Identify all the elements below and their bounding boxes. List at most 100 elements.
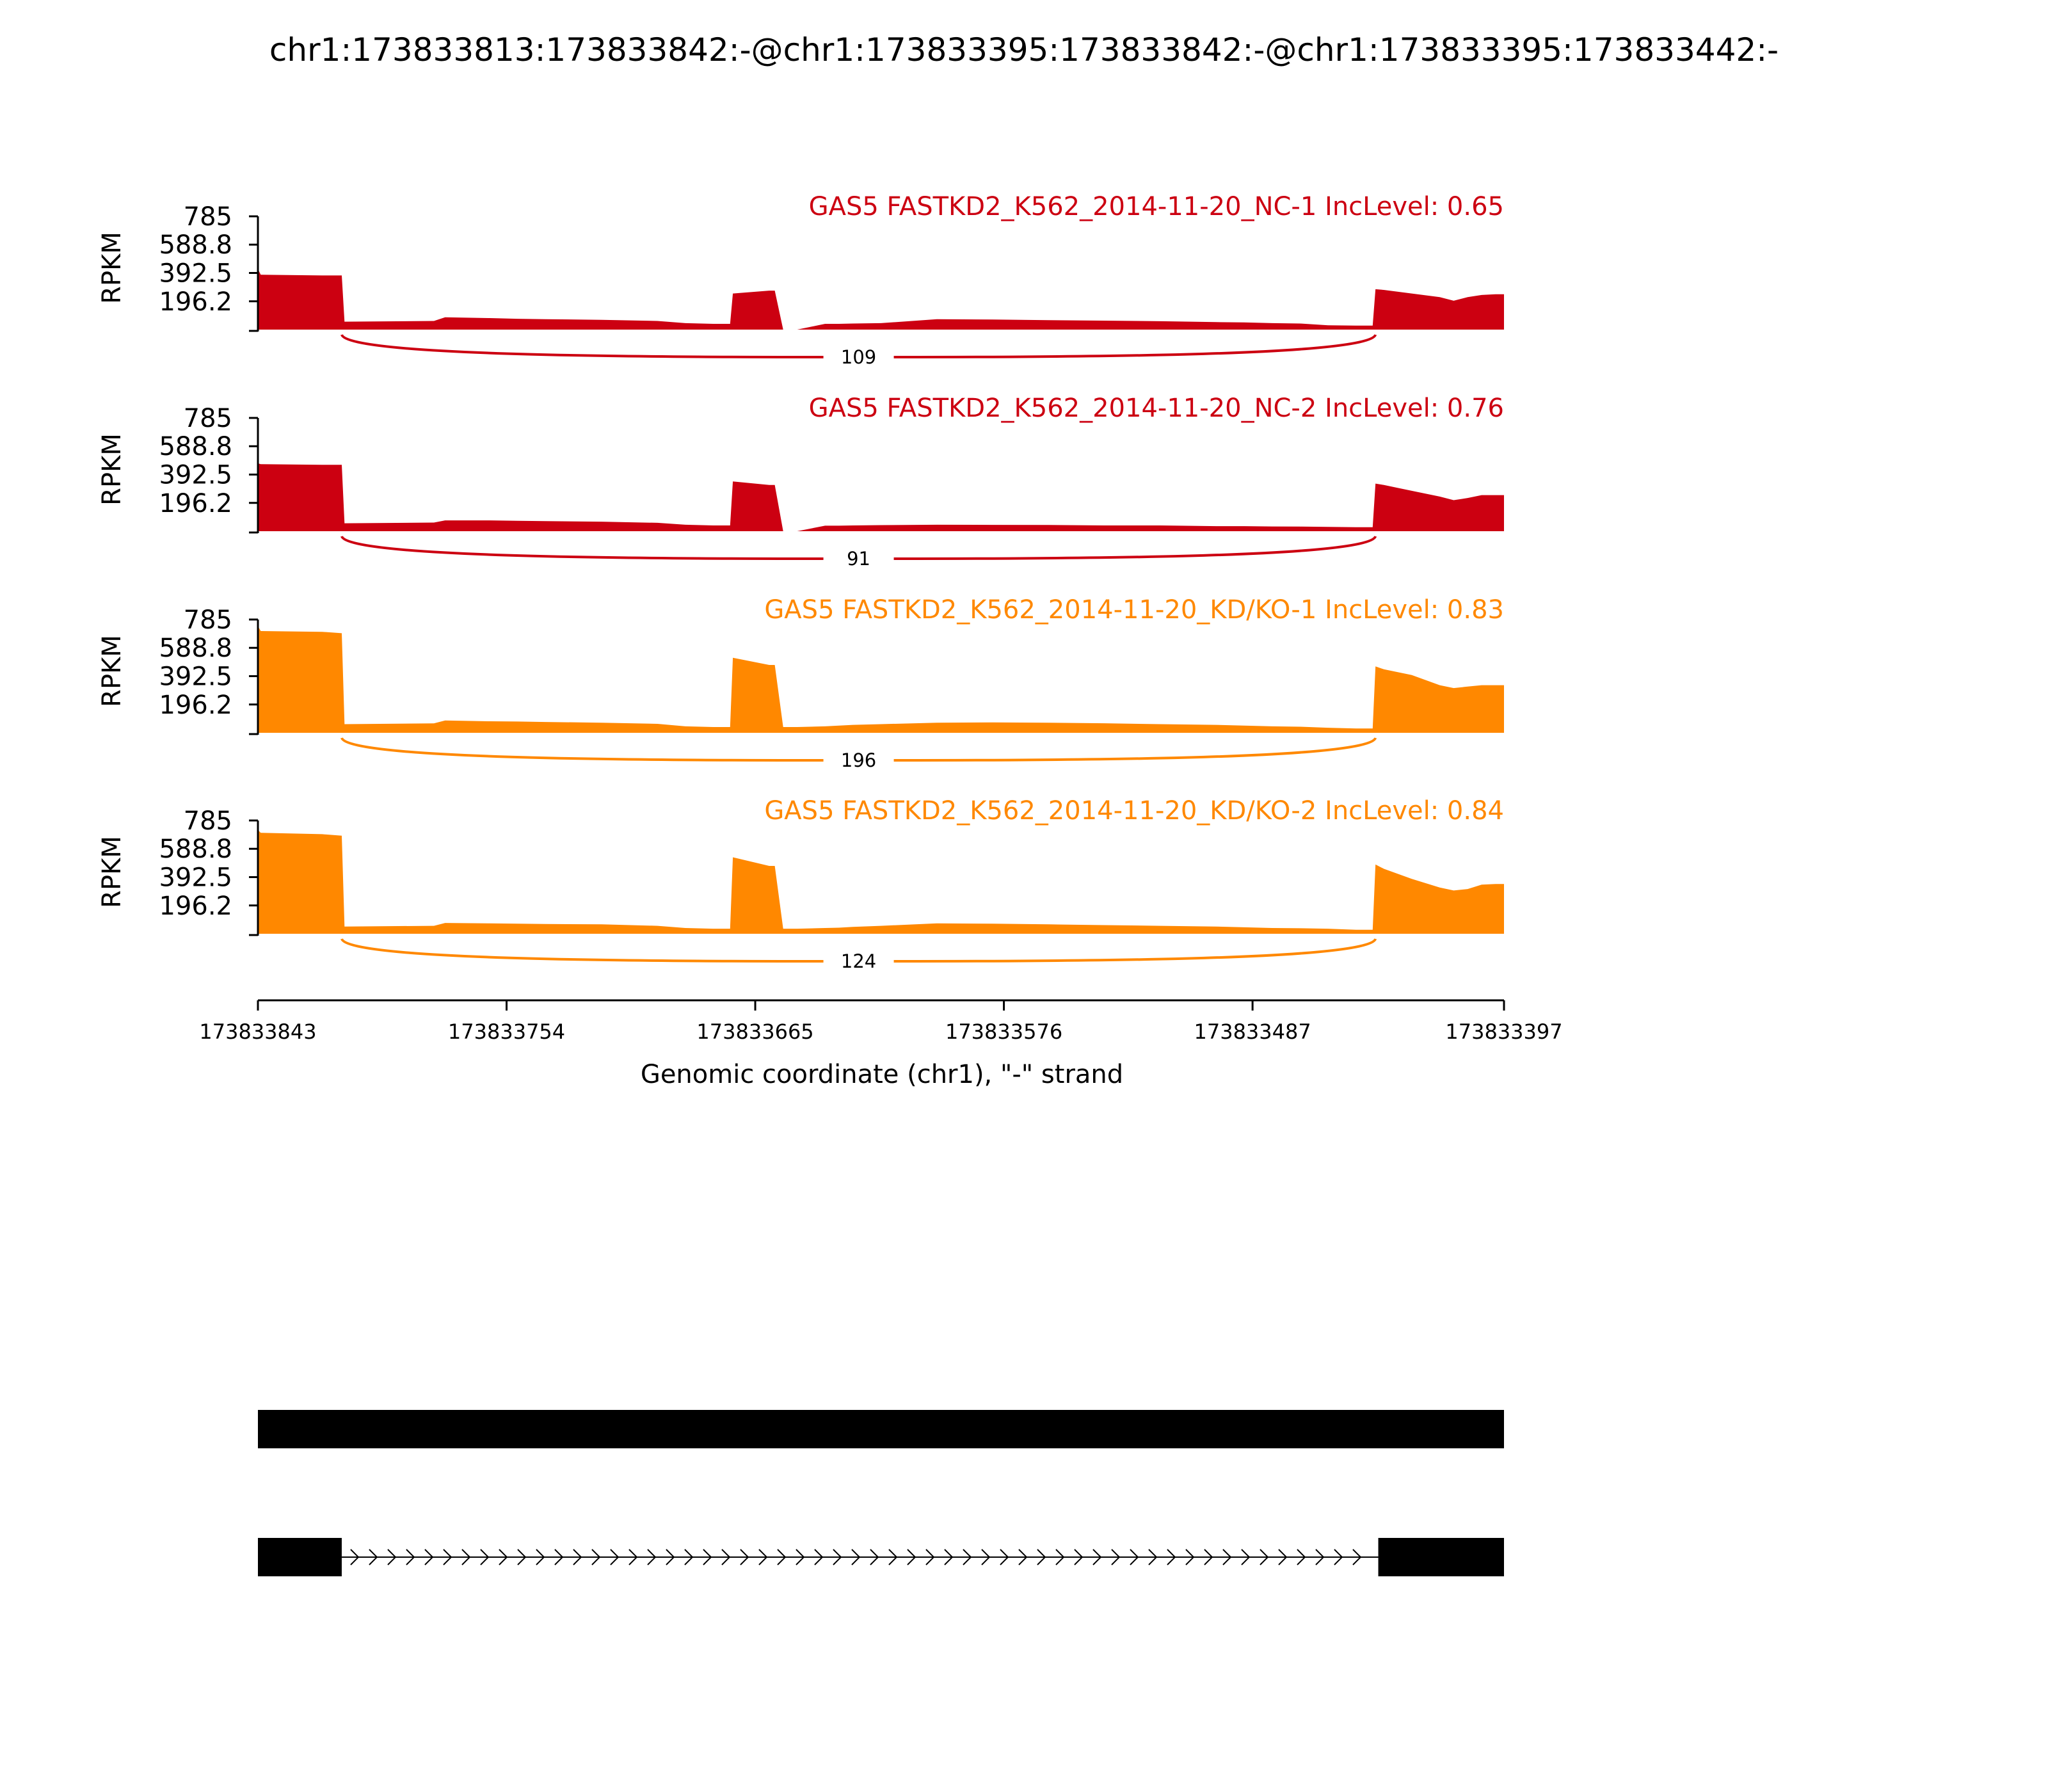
panel-title: GAS5 FASTKD2_K562_2014-11-20_NC-1 IncLev… (809, 192, 1504, 221)
strand-chevron (796, 1549, 805, 1565)
strand-chevron (1334, 1549, 1343, 1565)
y-tick-label: 785 (184, 605, 232, 635)
strand-chevron (1111, 1549, 1121, 1565)
strand-chevron (647, 1549, 657, 1565)
strand-chevron (666, 1549, 675, 1565)
strand-chevron (536, 1549, 545, 1565)
y-tick-label: 392.5 (159, 461, 232, 490)
strand-chevron (1297, 1549, 1306, 1565)
gene-track (258, 1410, 1504, 1448)
y-axis-label: RPKM (97, 433, 127, 506)
y-tick-label: 392.5 (159, 259, 232, 289)
exon-block (1378, 1538, 1504, 1576)
strand-chevron (1130, 1549, 1139, 1565)
y-tick-label: 196.2 (159, 691, 232, 720)
strand-chevron (591, 1549, 601, 1565)
y-axis-label: RPKM (97, 232, 127, 304)
strand-chevron (1185, 1549, 1195, 1565)
strand-chevron (517, 1549, 527, 1565)
junction-label-bg (823, 948, 894, 974)
strand-chevron (1074, 1549, 1084, 1565)
x-axis-label: Genomic coordinate (chr1), "-" strand (641, 1060, 1123, 1089)
x-tick-label: 173833576 (945, 1020, 1062, 1044)
strand-chevron (628, 1549, 638, 1565)
strand-chevron (406, 1549, 415, 1565)
y-tick-label: 785 (184, 806, 232, 836)
strand-chevron (369, 1549, 378, 1565)
strand-chevron (684, 1549, 694, 1565)
strand-chevron (573, 1549, 582, 1565)
panel-title: GAS5 FASTKD2_K562_2014-11-20_KD/KO-2 Inc… (764, 796, 1504, 826)
coverage-area (258, 626, 1504, 733)
y-tick-label: 588.8 (159, 230, 232, 260)
strand-chevron (1000, 1549, 1009, 1565)
strand-chevron (443, 1549, 452, 1565)
strand-chevron (424, 1549, 434, 1565)
junction-label-bg (823, 546, 894, 572)
strand-chevron (981, 1549, 991, 1565)
strand-chevron (721, 1549, 731, 1565)
y-tick-label: 785 (184, 404, 232, 433)
strand-chevron (814, 1549, 824, 1565)
x-tick-label: 173833397 (1445, 1020, 1562, 1044)
strand-chevron (907, 1549, 916, 1565)
gene-model-tracks (258, 1410, 1504, 1576)
strand-chevron (480, 1549, 490, 1565)
strand-chevron (610, 1549, 620, 1565)
junction-label-bg (823, 748, 894, 773)
strand-chevron (1260, 1549, 1269, 1565)
y-axis-label: RPKM (97, 635, 127, 707)
coverage-area (258, 269, 1504, 330)
strand-chevron (1241, 1549, 1251, 1565)
junction-count-label: 196 (841, 749, 876, 771)
coverage-area (258, 829, 1504, 934)
strand-chevron (461, 1549, 471, 1565)
strand-chevron (703, 1549, 712, 1565)
x-tick-label: 173833843 (199, 1020, 316, 1044)
strand-chevron (1278, 1549, 1288, 1565)
strand-chevron (963, 1549, 972, 1565)
exon-block (258, 1410, 1504, 1448)
junction-label-bg (823, 344, 894, 370)
y-axis-label: RPKM (97, 836, 127, 908)
y-tick-label: 196.2 (159, 489, 232, 518)
y-tick-label: 392.5 (159, 863, 232, 893)
coverage-area (258, 463, 1504, 531)
strand-chevron (1352, 1549, 1362, 1565)
strand-chevron (1092, 1549, 1102, 1565)
strand-chevron (833, 1549, 842, 1565)
y-tick-label: 392.5 (159, 662, 232, 692)
strand-chevron (740, 1549, 749, 1565)
strand-chevron (554, 1549, 564, 1565)
x-tick-label: 173833665 (696, 1020, 813, 1044)
junction-count-label: 109 (841, 346, 876, 368)
y-tick-label: 588.8 (159, 835, 232, 864)
panel-title: GAS5 FASTKD2_K562_2014-11-20_NC-2 IncLev… (809, 394, 1504, 423)
strand-chevron (925, 1549, 935, 1565)
strand-chevron (1315, 1549, 1325, 1565)
strand-chevron (499, 1549, 508, 1565)
strand-chevron (851, 1549, 861, 1565)
y-tick-label: 196.2 (159, 892, 232, 921)
panel-title: GAS5 FASTKD2_K562_2014-11-20_KD/KO-1 Inc… (764, 595, 1504, 625)
strand-chevron (1148, 1549, 1158, 1565)
strand-chevron (888, 1549, 898, 1565)
junction-count-label: 91 (847, 548, 870, 570)
exon-block (258, 1538, 342, 1576)
strand-chevron (1055, 1549, 1065, 1565)
strand-chevron (1222, 1549, 1232, 1565)
y-tick-label: 196.2 (159, 287, 232, 317)
x-axis: Genomic coordinate (chr1), "-" strand 17… (199, 999, 1563, 1089)
strand-chevron (944, 1549, 954, 1565)
strand-chevron (350, 1549, 360, 1565)
strand-chevron (1037, 1549, 1046, 1565)
strand-chevron (777, 1549, 787, 1565)
y-tick-label: 588.8 (159, 432, 232, 461)
strand-chevron (1167, 1549, 1176, 1565)
strand-chevron (870, 1549, 879, 1565)
strand-chevron (387, 1549, 397, 1565)
